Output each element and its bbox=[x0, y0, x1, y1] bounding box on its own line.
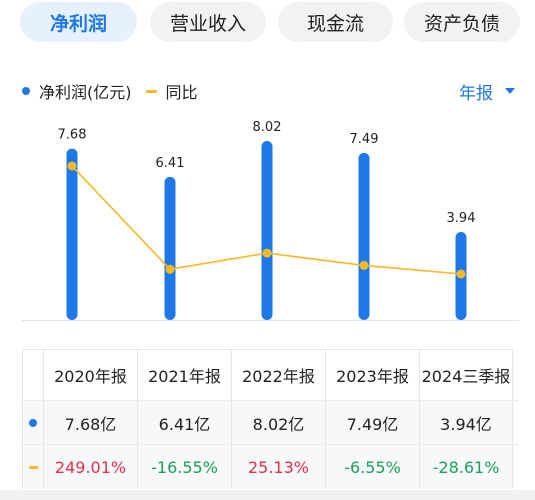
bar-legend-dot-icon bbox=[22, 87, 30, 95]
bottom-divider bbox=[0, 490, 535, 500]
table-cell: -6.55% bbox=[325, 445, 419, 489]
net-profit-chart: 7.68 6.41 8.02 7.49 3.94 bbox=[22, 120, 519, 321]
table-corner-cell bbox=[22, 349, 43, 400]
tab-net-profit[interactable]: 净利润 bbox=[20, 2, 137, 42]
dropdown-triangle-icon bbox=[505, 88, 515, 94]
bar-legend-label: 净利润(亿元) bbox=[39, 83, 132, 102]
bar bbox=[66, 148, 78, 320]
table-cell: 25.13% bbox=[231, 445, 325, 489]
tab-revenue[interactable]: 营业收入 bbox=[150, 2, 266, 42]
table-cell: 3.94亿 bbox=[419, 401, 513, 444]
chart-legend: 净利润(亿元) 同比 bbox=[22, 78, 198, 104]
yoy-point bbox=[262, 248, 272, 258]
table-cell: 249.01% bbox=[43, 445, 137, 489]
yoy-point bbox=[165, 264, 175, 274]
table-cell: 7.68亿 bbox=[43, 401, 137, 444]
bar bbox=[261, 141, 273, 320]
bar-value-label: 7.49 bbox=[350, 132, 379, 147]
tab-cash-flow[interactable]: 现金流 bbox=[278, 2, 393, 42]
table-cell: -28.61% bbox=[419, 445, 513, 489]
table-header-cell: 2024三季报 bbox=[419, 349, 513, 400]
table-header-cell: 2023年报 bbox=[325, 349, 419, 400]
yoy-point bbox=[67, 161, 77, 171]
table-cell: -16.55% bbox=[137, 445, 231, 489]
bar-value-label: 3.94 bbox=[447, 211, 476, 226]
row-marker-cell bbox=[22, 445, 43, 489]
line-legend-label: 同比 bbox=[165, 83, 198, 102]
bar-value-label: 8.02 bbox=[253, 120, 282, 135]
table-header-row: 2020年报 2021年报 2022年报 2023年报 2024三季报 bbox=[22, 349, 519, 401]
line-series-dash-icon bbox=[28, 465, 38, 469]
bar bbox=[358, 152, 370, 320]
table-row-net-profit: 7.68亿 6.41亿 8.02亿 7.49亿 3.94亿 bbox=[22, 401, 519, 445]
table-header-cell: 2020年报 bbox=[43, 349, 137, 400]
table-cell: 8.02亿 bbox=[231, 401, 325, 444]
table-cell: 7.49亿 bbox=[325, 401, 419, 444]
row-marker-cell bbox=[22, 401, 43, 444]
bar bbox=[164, 176, 176, 320]
yoy-point bbox=[456, 269, 466, 279]
bar-series-dot-icon bbox=[29, 418, 37, 427]
line-legend-dash-icon bbox=[145, 89, 157, 93]
table-header-cell: 2022年报 bbox=[231, 349, 325, 400]
table-cell: 6.41亿 bbox=[137, 401, 231, 444]
table-header-cell: 2021年报 bbox=[137, 349, 231, 400]
tab-balance-sheet[interactable]: 资产负债 bbox=[404, 2, 520, 42]
bar-value-label: 6.41 bbox=[156, 156, 185, 171]
table-row-yoy: 249.01% -16.55% 25.13% -6.55% -28.61% bbox=[22, 445, 519, 489]
tab-bar: 净利润 营业收入 现金流 资产负债 bbox=[0, 0, 535, 44]
yoy-point bbox=[359, 260, 369, 270]
period-selector-label: 年报 bbox=[459, 83, 493, 104]
bar-value-label: 7.68 bbox=[58, 128, 87, 143]
period-selector[interactable]: 年报 bbox=[459, 78, 515, 104]
